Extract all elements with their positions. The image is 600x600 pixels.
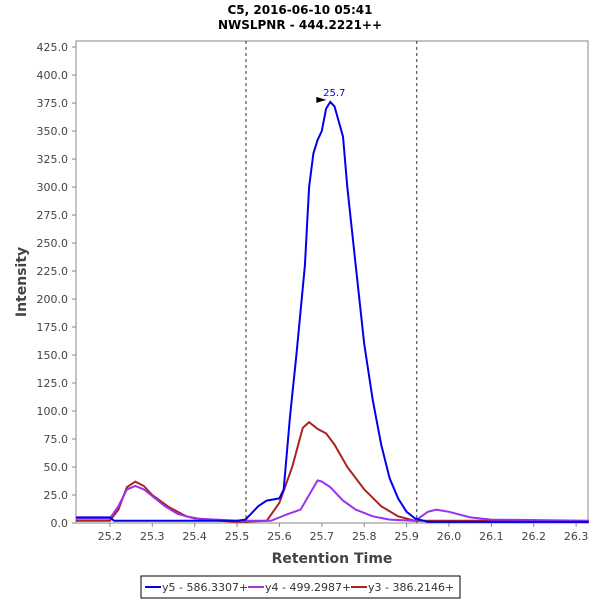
series-line <box>76 479 589 522</box>
y-tick-label: 250.0 <box>37 237 69 250</box>
x-tick-label: 25.3 <box>140 530 165 543</box>
series-line <box>76 100 589 523</box>
y-tick-label: 150.0 <box>37 349 69 362</box>
y-tick-label: 175.0 <box>37 321 69 334</box>
y-tick-label: 350.0 <box>37 125 69 138</box>
y-tick-label: 400.0 <box>37 69 69 82</box>
legend-label: y5 - 586.3307+ <box>162 581 248 594</box>
x-tick-label: 26.0 <box>437 530 462 543</box>
x-tick-label: 25.5 <box>225 530 250 543</box>
x-tick-label: 26.1 <box>479 530 504 543</box>
x-tick-label: 25.2 <box>98 530 123 543</box>
peak-label: 25.7 <box>323 88 345 99</box>
x-tick-label: 25.6 <box>267 530 292 543</box>
x-tick-label: 25.4 <box>182 530 207 543</box>
y-tick-label: 275.0 <box>37 209 69 222</box>
x-tick-label: 26.3 <box>564 530 589 543</box>
y-tick-label: 375.0 <box>37 97 69 110</box>
x-tick-label: 25.9 <box>394 530 419 543</box>
chart-subtitle: NWSLPNR - 444.2221++ <box>218 18 382 32</box>
plot-area <box>75 40 589 524</box>
y-axis-label: Intensity <box>14 247 30 317</box>
legend-label: y3 - 386.2146+ <box>368 581 454 594</box>
y-tick-label: 50.0 <box>44 461 69 474</box>
legend-label: y4 - 499.2987+ <box>265 581 351 594</box>
y-tick-label: 25.0 <box>44 489 69 502</box>
y-tick-label: 225.0 <box>37 265 69 278</box>
series-line <box>76 420 589 523</box>
y-tick-label: 0.0 <box>51 517 69 530</box>
x-tick-label: 25.7 <box>310 530 335 543</box>
chart-title: C5, 2016-06-10 05:41 <box>227 3 372 17</box>
y-tick-label: 125.0 <box>37 377 69 390</box>
y-tick-label: 325.0 <box>37 153 69 166</box>
peak-marker-icon <box>316 96 327 103</box>
y-tick-label: 425.0 <box>37 41 69 54</box>
y-tick-label: 300.0 <box>37 181 69 194</box>
x-axis-label: Retention Time <box>272 551 393 567</box>
y-tick-label: 75.0 <box>44 433 69 446</box>
x-tick-label: 26.2 <box>521 530 546 543</box>
x-tick-label: 25.8 <box>352 530 377 543</box>
y-tick-label: 100.0 <box>37 405 69 418</box>
legend: y5 - 586.3307+ y4 - 499.2987+ y3 - 386.214… <box>140 575 461 599</box>
y-tick-label: 200.0 <box>37 293 69 306</box>
